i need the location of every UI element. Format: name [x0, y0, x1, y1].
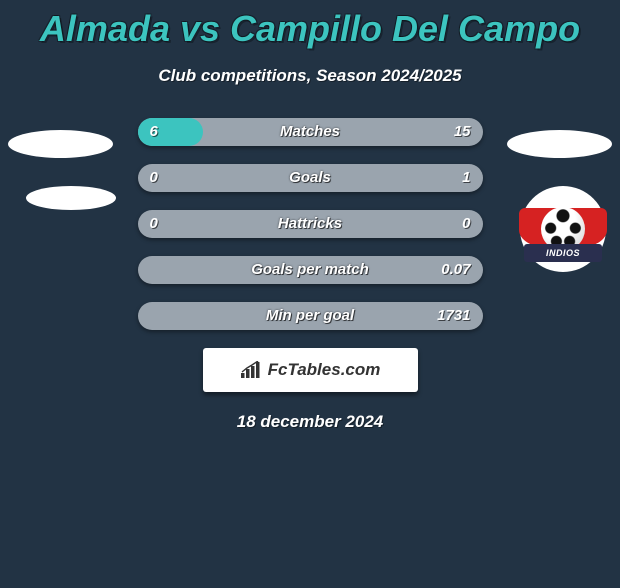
- brand-plaque: FcTables.com: [203, 348, 418, 392]
- subtitle: Club competitions, Season 2024/2025: [0, 66, 620, 86]
- stat-label: Matches: [138, 118, 483, 146]
- stat-label: Goals: [138, 164, 483, 192]
- stat-label: Hattricks: [138, 210, 483, 238]
- stat-label: Min per goal: [138, 302, 483, 330]
- date-label: 18 december 2024: [0, 412, 620, 432]
- stat-row: 0 Goals 1: [138, 164, 483, 192]
- stat-value-right: 15: [454, 118, 471, 146]
- right-logo-placeholder-1: [507, 130, 612, 158]
- stat-row: Min per goal 1731: [138, 302, 483, 330]
- stat-value-right: 1731: [437, 302, 470, 330]
- team-badge-right: INDIOS: [520, 186, 606, 272]
- stat-row: 0 Hattricks 0: [138, 210, 483, 238]
- page-title: Almada vs Campillo Del Campo: [0, 8, 620, 50]
- left-logo-placeholder-2: [26, 186, 116, 210]
- stat-value-right: 1: [462, 164, 470, 192]
- stat-row: 6 Matches 15: [138, 118, 483, 146]
- left-logo-placeholder-1: [8, 130, 113, 158]
- stat-label: Goals per match: [138, 256, 483, 284]
- stat-row: Goals per match 0.07: [138, 256, 483, 284]
- chart-icon: [240, 361, 262, 379]
- stat-value-right: 0: [462, 210, 470, 238]
- brand-text: FcTables.com: [268, 360, 381, 380]
- stat-value-right: 0.07: [441, 256, 470, 284]
- badge-banner: INDIOS: [524, 244, 602, 262]
